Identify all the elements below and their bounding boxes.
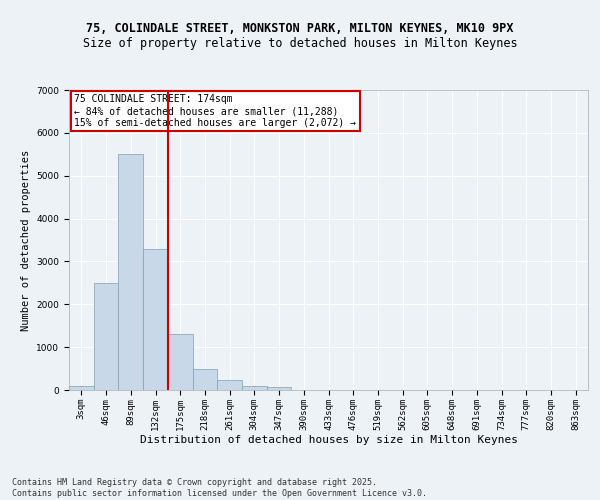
Text: 75 COLINDALE STREET: 174sqm
← 84% of detached houses are smaller (11,288)
15% of: 75 COLINDALE STREET: 174sqm ← 84% of det… <box>74 94 356 128</box>
X-axis label: Distribution of detached houses by size in Milton Keynes: Distribution of detached houses by size … <box>139 436 517 446</box>
Bar <box>168 334 193 390</box>
Bar <box>193 368 217 390</box>
Bar <box>94 283 118 390</box>
Text: Size of property relative to detached houses in Milton Keynes: Size of property relative to detached ho… <box>83 38 517 51</box>
Y-axis label: Number of detached properties: Number of detached properties <box>21 150 31 330</box>
Bar <box>242 386 267 390</box>
Bar <box>217 380 242 390</box>
Text: Contains HM Land Registry data © Crown copyright and database right 2025.
Contai: Contains HM Land Registry data © Crown c… <box>12 478 427 498</box>
Bar <box>267 388 292 390</box>
Bar <box>69 386 94 390</box>
Text: 75, COLINDALE STREET, MONKSTON PARK, MILTON KEYNES, MK10 9PX: 75, COLINDALE STREET, MONKSTON PARK, MIL… <box>86 22 514 36</box>
Bar <box>118 154 143 390</box>
Bar <box>143 248 168 390</box>
